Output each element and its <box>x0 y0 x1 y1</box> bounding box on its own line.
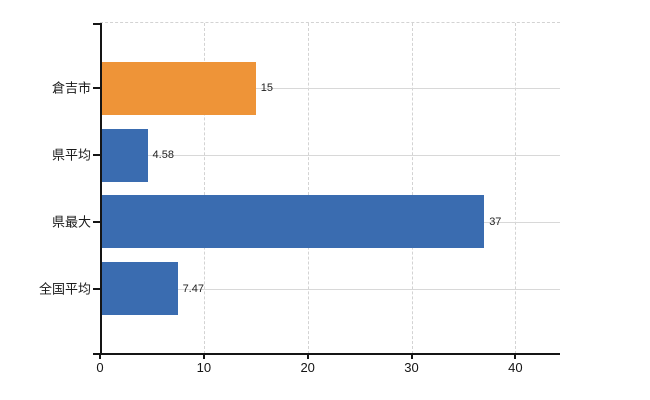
x-axis-tick <box>410 354 413 359</box>
x-axis-line <box>93 353 560 355</box>
vertical-gridline <box>307 23 309 354</box>
bar-県平均 <box>100 128 148 182</box>
x-tick-label: 20 <box>300 360 315 375</box>
y-axis-tick <box>93 287 100 290</box>
y-axis-tick <box>93 154 100 157</box>
x-axis-tick <box>514 354 517 359</box>
value-label: 37 <box>489 215 502 228</box>
category-label: 倉吉市 <box>51 80 91 96</box>
y-axis-end-tick <box>93 23 100 25</box>
plot-area: 15 4.58 37 7.47 <box>93 22 560 359</box>
value-label: 7.47 <box>182 282 204 295</box>
vertical-gridline <box>203 23 205 354</box>
category-label: 県平均 <box>51 147 91 163</box>
y-axis-line <box>100 23 102 354</box>
value-label: 4.58 <box>152 149 174 162</box>
y-axis-tick <box>93 220 100 223</box>
x-tick-label: 40 <box>508 360 523 375</box>
x-axis-tick <box>202 354 205 359</box>
x-tick-label: 10 <box>196 360 212 375</box>
bar-県最大 <box>100 195 485 249</box>
category-label: 県最大 <box>51 214 91 230</box>
value-label: 15 <box>260 82 273 95</box>
bar-全国平均 <box>100 262 178 316</box>
x-axis-tick <box>99 354 101 359</box>
x-tick-label: 30 <box>404 360 419 375</box>
bar-倉吉市 <box>100 61 256 115</box>
x-axis-tick <box>306 354 309 359</box>
vertical-gridline <box>515 23 517 354</box>
y-axis-tick <box>93 87 100 90</box>
horizontal-gridline <box>100 155 560 157</box>
category-label: 全国平均 <box>38 281 91 297</box>
horizontal-gridline <box>100 88 560 90</box>
x-tick-label: 0 <box>96 360 104 375</box>
vertical-gridline <box>411 23 413 354</box>
horizontal-gridline <box>100 288 560 290</box>
